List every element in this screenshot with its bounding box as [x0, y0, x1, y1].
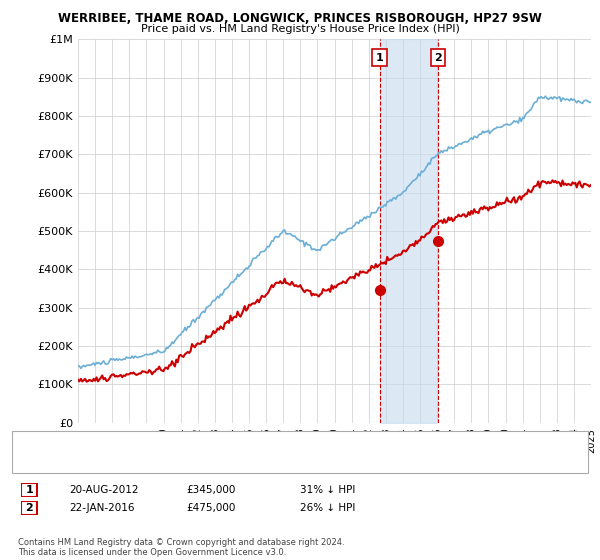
Text: HPI: Average price, detached house, Buckinghamshire: HPI: Average price, detached house, Buck… — [63, 456, 309, 465]
Text: 31% ↓ HPI: 31% ↓ HPI — [300, 485, 355, 495]
Text: ——: —— — [24, 454, 52, 467]
Text: Price paid vs. HM Land Registry's House Price Index (HPI): Price paid vs. HM Land Registry's House … — [140, 24, 460, 34]
Text: Contains HM Land Registry data © Crown copyright and database right 2024.
This d: Contains HM Land Registry data © Crown c… — [18, 538, 344, 557]
Text: £345,000: £345,000 — [186, 485, 235, 495]
Text: 1: 1 — [26, 485, 33, 495]
Text: 20-AUG-2012: 20-AUG-2012 — [69, 485, 139, 495]
Text: WERRIBEE, THAME ROAD, LONGWICK, PRINCES RISBOROUGH, HP27 9SW (detached hou: WERRIBEE, THAME ROAD, LONGWICK, PRINCES … — [63, 442, 460, 451]
Text: £475,000: £475,000 — [186, 503, 235, 513]
Text: 2: 2 — [26, 503, 33, 513]
Text: WERRIBEE, THAME ROAD, LONGWICK, PRINCES RISBOROUGH, HP27 9SW: WERRIBEE, THAME ROAD, LONGWICK, PRINCES … — [58, 12, 542, 25]
Text: 22-JAN-2016: 22-JAN-2016 — [69, 503, 134, 513]
Text: ——: —— — [24, 439, 52, 454]
Text: 2: 2 — [434, 53, 442, 63]
Text: 1: 1 — [376, 53, 383, 63]
Text: 26% ↓ HPI: 26% ↓ HPI — [300, 503, 355, 513]
